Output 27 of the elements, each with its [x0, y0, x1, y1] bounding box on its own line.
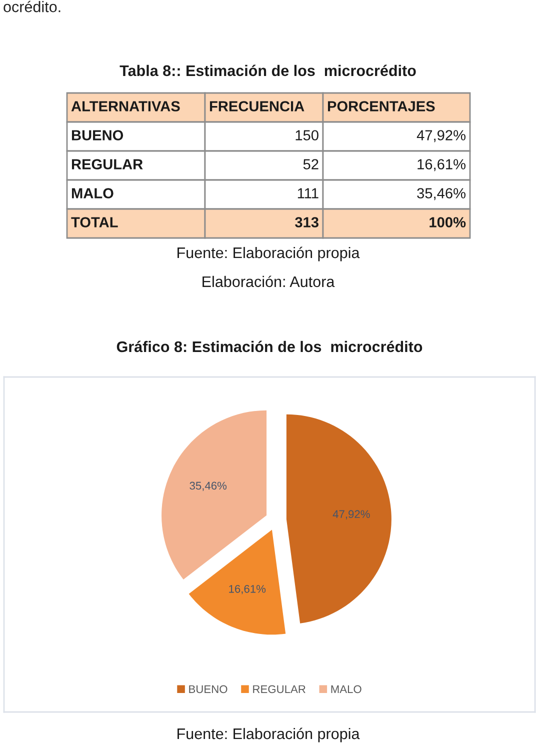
data-label: 35,46% [417, 188, 466, 200]
data-label: 100% [430, 217, 466, 228]
category-label: TOTAL [71, 217, 118, 228]
text: Tabla 8:: Estimación de los microcrédito [120, 64, 416, 76]
data-label: 313 [295, 217, 318, 228]
legend-label: BUENO [189, 685, 228, 694]
legend-label: MALO [331, 685, 362, 694]
data-label: 16,61% [418, 159, 466, 172]
data-label: 111 [298, 188, 318, 198]
chart-title: Gráfico 8: Estimación de los microcrédito [116, 340, 422, 352]
source-note: Fuente: Elaboración propia [178, 246, 360, 262]
category-label: BUENO [72, 130, 124, 140]
series-label: PORCENTAJES [328, 101, 435, 112]
data-label: 47,92% [332, 510, 370, 520]
text: ocrédito. [4, 0, 60, 12]
category-label: REGULAR [72, 159, 143, 170]
data-label: 47,92% [416, 130, 466, 142]
data-label: 150 [296, 130, 318, 140]
text: ALTERNATIVAS [71, 101, 180, 112]
legend-label: REGULAR [253, 685, 306, 694]
series-label: FRECUENCIA [210, 101, 304, 112]
data-label: 52 [303, 159, 318, 170]
data-label: 35,46% [190, 482, 227, 491]
category-label: MALO [72, 188, 114, 198]
text: Elaboración: Autora [202, 276, 335, 288]
source-note: Fuente: Elaboración propia [178, 728, 360, 742]
data-label: 16,61% [229, 584, 266, 594]
